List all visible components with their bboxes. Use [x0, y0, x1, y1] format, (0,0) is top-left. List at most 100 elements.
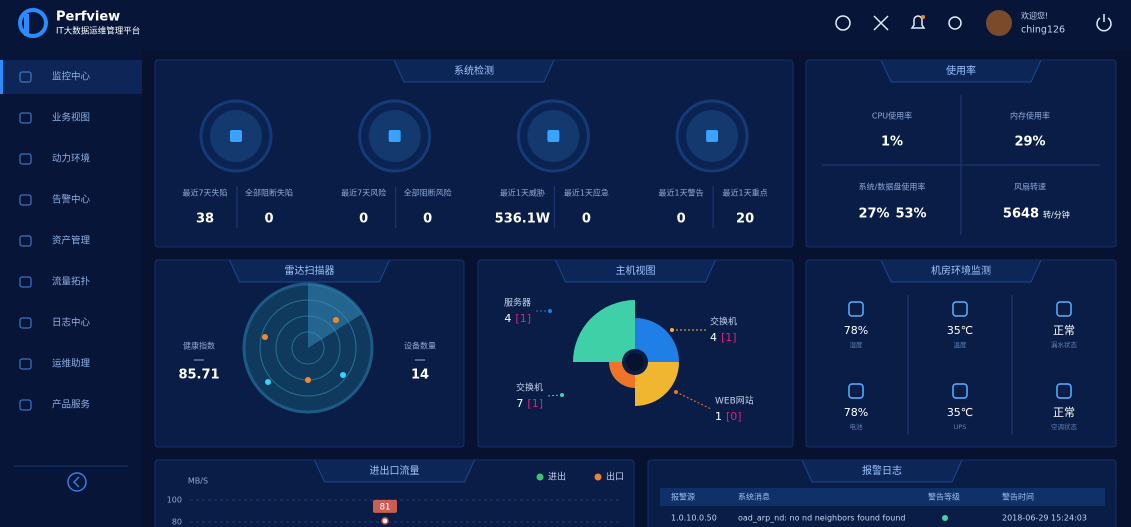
env-value: 78% — [844, 406, 868, 419]
notification-dot — [921, 15, 925, 19]
env-icon — [952, 383, 968, 399]
nav-item[interactable]: 业务视图 — [52, 112, 90, 124]
username[interactable]: ching126 — [1021, 25, 1065, 36]
status-glyph — [230, 130, 242, 142]
radar-dot — [333, 317, 339, 323]
host-alarm: [1] — [527, 397, 543, 410]
collapse-button[interactable] — [67, 472, 87, 492]
metric-label: 最近1天应急 — [564, 188, 609, 198]
radar-dot — [305, 377, 311, 383]
nav-item[interactable]: 监控中心 — [52, 71, 91, 83]
cell: 1.0.10.0.50 — [671, 514, 717, 523]
metric-value: 0 — [582, 212, 591, 227]
logout-button[interactable] — [1096, 14, 1112, 32]
legend-label: 进出 — [548, 471, 566, 483]
metric-label: 全部阻断风险 — [404, 188, 452, 198]
env-value: 35℃ — [947, 406, 973, 419]
notification-button[interactable] — [910, 15, 926, 29]
column-header: 警告等级 — [928, 492, 960, 502]
host-count-value: 1 — [715, 410, 722, 423]
host-count-value: 7 — [516, 397, 523, 410]
metric-value: 536.1W — [495, 212, 550, 227]
nav-active-bar — [0, 60, 3, 94]
nav-item[interactable]: 流量拓扑 — [52, 276, 91, 288]
nav-icon — [19, 358, 32, 370]
nav-icon — [19, 153, 32, 165]
env-label: 电池 — [850, 422, 864, 431]
panel-title: 主机视图 — [616, 264, 656, 277]
panel-title: 雷达扫描器 — [285, 264, 335, 277]
nav-icon — [19, 399, 32, 411]
leader-line — [675, 391, 712, 410]
avatar[interactable] — [986, 10, 1012, 36]
status-glyph — [388, 130, 401, 142]
env-icon — [952, 301, 968, 317]
logo: Perfview — [56, 10, 120, 25]
metric-label: 内存使用率 — [1010, 111, 1050, 121]
env-label: 温度 — [954, 340, 968, 349]
env-icon — [848, 301, 864, 317]
panel-title: 进出口流量 — [370, 464, 420, 477]
radar-dot — [340, 372, 346, 378]
panel-title: 机房环境监测 — [931, 264, 991, 277]
status-glyph — [547, 130, 560, 142]
metric-label: 设备数量 — [404, 341, 436, 351]
metric-value: 29% — [1014, 135, 1045, 150]
table-header — [660, 488, 1105, 506]
column-header: 警告时间 — [1002, 492, 1034, 502]
nav-icon — [19, 276, 32, 288]
metric-label: 健康指数 — [183, 341, 215, 351]
radar-dot — [265, 379, 271, 385]
leader-dot — [560, 393, 564, 397]
add-button[interactable] — [835, 15, 851, 31]
settings-button[interactable] — [948, 16, 962, 30]
nav-item[interactable]: 告警中心 — [52, 194, 91, 206]
metric-value: 0 — [264, 212, 273, 227]
rose-sector — [635, 362, 679, 406]
host-alarm: [0] — [726, 410, 742, 423]
metric-value: 0 — [359, 212, 368, 227]
env-icon — [1056, 383, 1072, 399]
env-label: 漏水状态 — [1051, 340, 1078, 349]
panel-tab — [393, 59, 555, 83]
tooltip-value: 81 — [380, 502, 391, 512]
nav-item[interactable]: 动力环境 — [52, 153, 91, 165]
host-count: 4 [1] — [504, 312, 531, 325]
panel-tab — [801, 459, 963, 483]
rose-core — [626, 353, 644, 371]
fullscreen-button[interactable] — [873, 15, 889, 31]
panel-tab — [880, 59, 1042, 83]
host-name: 服务器 — [504, 297, 531, 309]
level-dot — [942, 515, 948, 521]
env-icon — [848, 383, 864, 399]
metric-label: 风扇转速 — [1014, 182, 1046, 192]
env-value: 正常 — [1053, 324, 1075, 337]
legend-swatch — [536, 473, 544, 481]
host-alarm: [1] — [515, 312, 531, 325]
metric-value: 20 — [736, 212, 754, 227]
y-tick-label: 100 — [167, 496, 182, 505]
metric-unit: 转/分钟 — [1043, 210, 1070, 220]
nav-item[interactable]: 产品服务 — [52, 399, 91, 411]
nav-item[interactable]: 日志中心 — [52, 317, 91, 329]
nav-item[interactable]: 资产管理 — [52, 235, 91, 247]
header-bar — [0, 0, 1131, 50]
leader-line — [546, 394, 563, 397]
metric-value: 14 — [411, 368, 429, 383]
nav-item[interactable]: 运维助理 — [52, 358, 91, 370]
metric-value: 27% — [858, 207, 889, 222]
metric-value: 0 — [423, 212, 432, 227]
host-count: 7 [1] — [516, 397, 543, 410]
axis-unit: MB/S — [188, 477, 208, 486]
host-count-value: 4 — [710, 331, 717, 344]
cell: 2018-06-29 15:24:03 — [1002, 514, 1087, 523]
status-glyph — [706, 130, 719, 142]
logo-subtitle: IT大数据运维管理平台 — [56, 26, 140, 37]
panel-title: 系统检测 — [454, 64, 494, 77]
metric-label: 最近7天风险 — [341, 188, 386, 198]
welcome: 欢迎您! — [1021, 11, 1048, 21]
env-value: 78% — [844, 324, 868, 337]
column-header: 报警源 — [671, 492, 695, 502]
nav-icon — [19, 112, 32, 124]
host-name: WEB网站 — [715, 395, 754, 407]
